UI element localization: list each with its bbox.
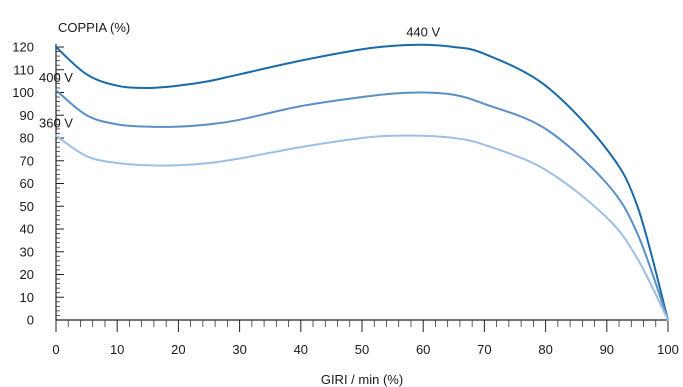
series-line-440v: [55, 43, 669, 321]
series-label-440v: 440 V: [406, 25, 440, 40]
x-tick-label: 80: [538, 342, 552, 357]
y-minor-ticks: [56, 51, 60, 316]
x-tick-label: 30: [232, 342, 246, 357]
x-tick-label: 90: [600, 342, 614, 357]
series-layer: [55, 43, 669, 321]
x-tick-label: 60: [416, 342, 430, 357]
y-tick-label: 90: [20, 108, 34, 123]
y-tick-label: 120: [12, 40, 34, 55]
x-tick-label: 50: [355, 342, 369, 357]
x-tick-label: 20: [171, 342, 185, 357]
y-axis-title: COPPIA (%): [58, 20, 130, 35]
y-tick-label: 10: [20, 290, 34, 305]
axes: [55, 44, 668, 321]
series-label-400v: 400 V: [39, 70, 73, 85]
y-tick-label: 80: [20, 131, 34, 146]
y-tick-label: 110: [13, 62, 34, 77]
x-tick-label: 0: [52, 342, 59, 357]
x-tick-label: 70: [477, 342, 491, 357]
y-ticks: 0 10 20 30 40 50 60 70 80 90 100 110 120: [12, 40, 64, 328]
y-tick-label: 60: [20, 176, 34, 191]
series-line-400v: [55, 89, 669, 321]
x-axis-title: GIRI / min (%): [321, 372, 403, 387]
y-tick-label: 70: [20, 153, 34, 168]
y-tick-label: 30: [20, 244, 34, 259]
curve-labels: 440 V 400 V 360 V: [39, 25, 441, 131]
y-tick-label: 50: [20, 199, 34, 214]
x-ticks: 0 10 20 30 40 50 60 70 80 90 100: [52, 320, 679, 357]
y-tick-label: 100: [12, 85, 34, 100]
x-tick-label: 10: [110, 342, 124, 357]
x-tick-label: 100: [657, 342, 679, 357]
x-tick-label: 40: [294, 342, 308, 357]
series-line-360v: [55, 134, 669, 321]
y-tick-label: 0: [27, 313, 34, 328]
x-minor-ticks: [67, 320, 657, 327]
y-tick-label: 20: [20, 267, 34, 282]
y-tick-label: 40: [20, 222, 34, 237]
series-label-360v: 360 V: [39, 116, 73, 131]
